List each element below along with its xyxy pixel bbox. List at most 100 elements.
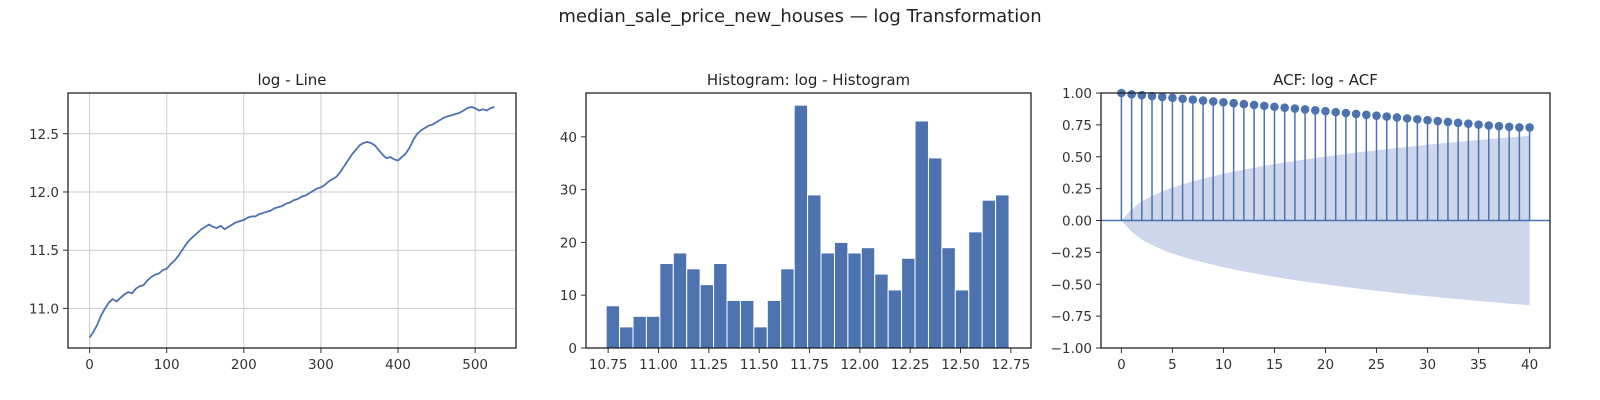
acf-marker bbox=[1147, 91, 1157, 101]
acf-y-tick-label: 1.00 bbox=[1062, 86, 1092, 102]
acf-marker bbox=[1168, 93, 1177, 103]
histogram-bar bbox=[605, 305, 621, 349]
line-frame bbox=[67, 92, 517, 349]
acf-x-tick-label: 5 bbox=[1168, 357, 1177, 373]
acf-panel-title: ACF: log - ACF bbox=[1273, 71, 1378, 89]
acf-marker bbox=[1494, 121, 1504, 131]
line-grid bbox=[68, 93, 516, 348]
histogram-bar bbox=[954, 289, 970, 349]
histogram-bar bbox=[820, 252, 835, 349]
acf-marker bbox=[1474, 120, 1483, 129]
histogram-bar bbox=[981, 199, 997, 349]
acf-marker bbox=[1270, 102, 1279, 112]
histogram-panel: Histogram: log - Histogram 10.75 11.00 11.… bbox=[560, 71, 1032, 373]
acf-marker bbox=[1423, 115, 1432, 125]
acf-y-tick-label: −0.25 bbox=[1051, 245, 1092, 261]
acf-x-tick-label: 30 bbox=[1419, 357, 1436, 373]
histogram-bar bbox=[753, 326, 768, 349]
histogram-y-ticks: 0 10 20 30 40 bbox=[560, 130, 586, 357]
acf-marker bbox=[1351, 109, 1361, 119]
line-x-ticks: 0 100 200 300 400 500 bbox=[85, 348, 488, 373]
line-x-tick-label: 500 bbox=[462, 357, 488, 373]
acf-x-tick-label: 40 bbox=[1521, 357, 1538, 373]
histogram-x-tick-label: 12.75 bbox=[992, 357, 1031, 373]
histogram-bar bbox=[726, 299, 741, 349]
acf-x-tick-label: 15 bbox=[1266, 357, 1283, 373]
acf-x-tick-label: 0 bbox=[1117, 357, 1126, 373]
histogram-x-tick-label: 12.25 bbox=[891, 357, 930, 373]
histogram-bar bbox=[995, 194, 1010, 349]
acf-marker bbox=[1208, 97, 1218, 106]
figure-suptitle: median_sale_price_new_houses — log Trans… bbox=[558, 6, 1041, 27]
histogram-bar bbox=[686, 268, 701, 349]
acf-x-tick-label: 20 bbox=[1317, 357, 1334, 373]
acf-marker bbox=[1321, 106, 1330, 116]
acf-x-tick-label: 10 bbox=[1215, 357, 1232, 373]
histogram-bar bbox=[766, 299, 782, 349]
line-x-tick-label: 300 bbox=[308, 357, 334, 373]
acf-x-tick-label: 25 bbox=[1368, 357, 1385, 373]
line-panel-title: log - Line bbox=[257, 71, 326, 89]
acf-marker bbox=[1331, 107, 1341, 117]
acf-marker bbox=[1280, 103, 1289, 112]
line-y-ticks: 11.0 11.5 12.0 12.5 bbox=[29, 127, 68, 317]
histogram-x-tick-label: 12.00 bbox=[841, 357, 880, 373]
acf-marker bbox=[1392, 113, 1402, 122]
acf-x-ticks: 0 5 10 15 20 25 30 35 40 bbox=[1117, 348, 1538, 373]
line-x-tick-label: 100 bbox=[154, 357, 180, 373]
acf-marker bbox=[1137, 90, 1147, 100]
acf-marker bbox=[1219, 98, 1228, 107]
line-x-tick-label: 0 bbox=[85, 357, 94, 373]
histogram-bar bbox=[941, 247, 956, 349]
acf-marker bbox=[1198, 96, 1208, 105]
line-y-tick-label: 12.5 bbox=[29, 127, 59, 143]
histogram-bar bbox=[659, 263, 674, 349]
histogram-bar bbox=[780, 268, 795, 349]
acf-marker bbox=[1259, 101, 1269, 111]
acf-y-tick-label: 0.00 bbox=[1062, 214, 1092, 230]
histogram-bar bbox=[927, 157, 943, 349]
acf-marker bbox=[1443, 117, 1453, 127]
acf-marker bbox=[1504, 122, 1514, 132]
histogram-bar bbox=[833, 241, 849, 349]
acf-y-tick-label: −0.50 bbox=[1051, 277, 1092, 293]
histogram-bar bbox=[672, 252, 688, 349]
histogram-y-tick-label: 40 bbox=[560, 130, 577, 146]
histogram-bar bbox=[874, 273, 889, 349]
acf-y-tick-label: −0.75 bbox=[1051, 309, 1092, 325]
line-x-tick-label: 200 bbox=[231, 357, 257, 373]
acf-marker bbox=[1239, 99, 1249, 109]
histogram-bar bbox=[887, 289, 903, 349]
acf-marker bbox=[1413, 114, 1422, 124]
histogram-bar bbox=[914, 120, 929, 349]
histogram-y-tick-label: 10 bbox=[560, 288, 577, 304]
acf-y-tick-label: −1.00 bbox=[1051, 341, 1092, 357]
acf-marker bbox=[1525, 123, 1534, 132]
acf-y-ticks: −1.00 −0.75 −0.50 −0.25 0.00 0.25 0.50 0.75 1.00 bbox=[1051, 86, 1101, 357]
histogram-x-tick-label: 12.50 bbox=[941, 357, 980, 373]
histogram-x-tick-label: 10.75 bbox=[589, 357, 628, 373]
acf-marker bbox=[1515, 123, 1524, 132]
acf-marker bbox=[1229, 98, 1238, 108]
acf-y-tick-label: 0.50 bbox=[1062, 150, 1092, 166]
acf-marker bbox=[1300, 105, 1310, 114]
acf-marker bbox=[1178, 94, 1187, 104]
line-y-tick-label: 11.0 bbox=[29, 301, 59, 317]
acf-marker bbox=[1188, 95, 1198, 104]
line-panel: log - Line 0 100 200 300 400 500 11.0 11.5 12.0… bbox=[29, 71, 517, 373]
acf-marker bbox=[1362, 110, 1371, 120]
acf-plot-area bbox=[1101, 88, 1550, 306]
histogram-bar bbox=[619, 326, 634, 349]
histogram-bar bbox=[860, 247, 876, 349]
histogram-x-ticks: 10.75 11.00 11.25 11.50 11.75 12.00 12.25 12.50… bbox=[589, 348, 1030, 373]
acf-marker bbox=[1157, 92, 1167, 102]
acf-marker bbox=[1484, 121, 1494, 130]
line-plot-area bbox=[88, 106, 495, 339]
line-series-path bbox=[88, 106, 495, 339]
histogram-x-tick-label: 11.00 bbox=[639, 357, 678, 373]
histogram-x-tick-label: 11.25 bbox=[689, 357, 728, 373]
line-y-tick-label: 12.0 bbox=[29, 185, 59, 201]
histogram-bar bbox=[901, 257, 916, 349]
histogram-bar bbox=[645, 315, 661, 349]
